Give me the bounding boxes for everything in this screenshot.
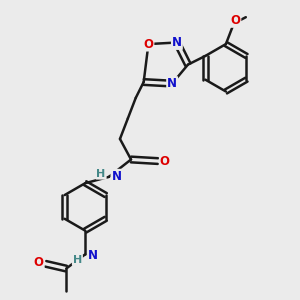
Text: N: N [167, 77, 177, 90]
Text: N: N [111, 170, 122, 183]
Text: O: O [143, 38, 153, 51]
Text: N: N [88, 249, 98, 262]
Text: H: H [97, 169, 106, 179]
Text: O: O [34, 256, 44, 269]
Text: O: O [230, 14, 240, 27]
Text: N: N [172, 36, 182, 49]
Text: O: O [160, 154, 170, 168]
Text: H: H [73, 255, 82, 265]
